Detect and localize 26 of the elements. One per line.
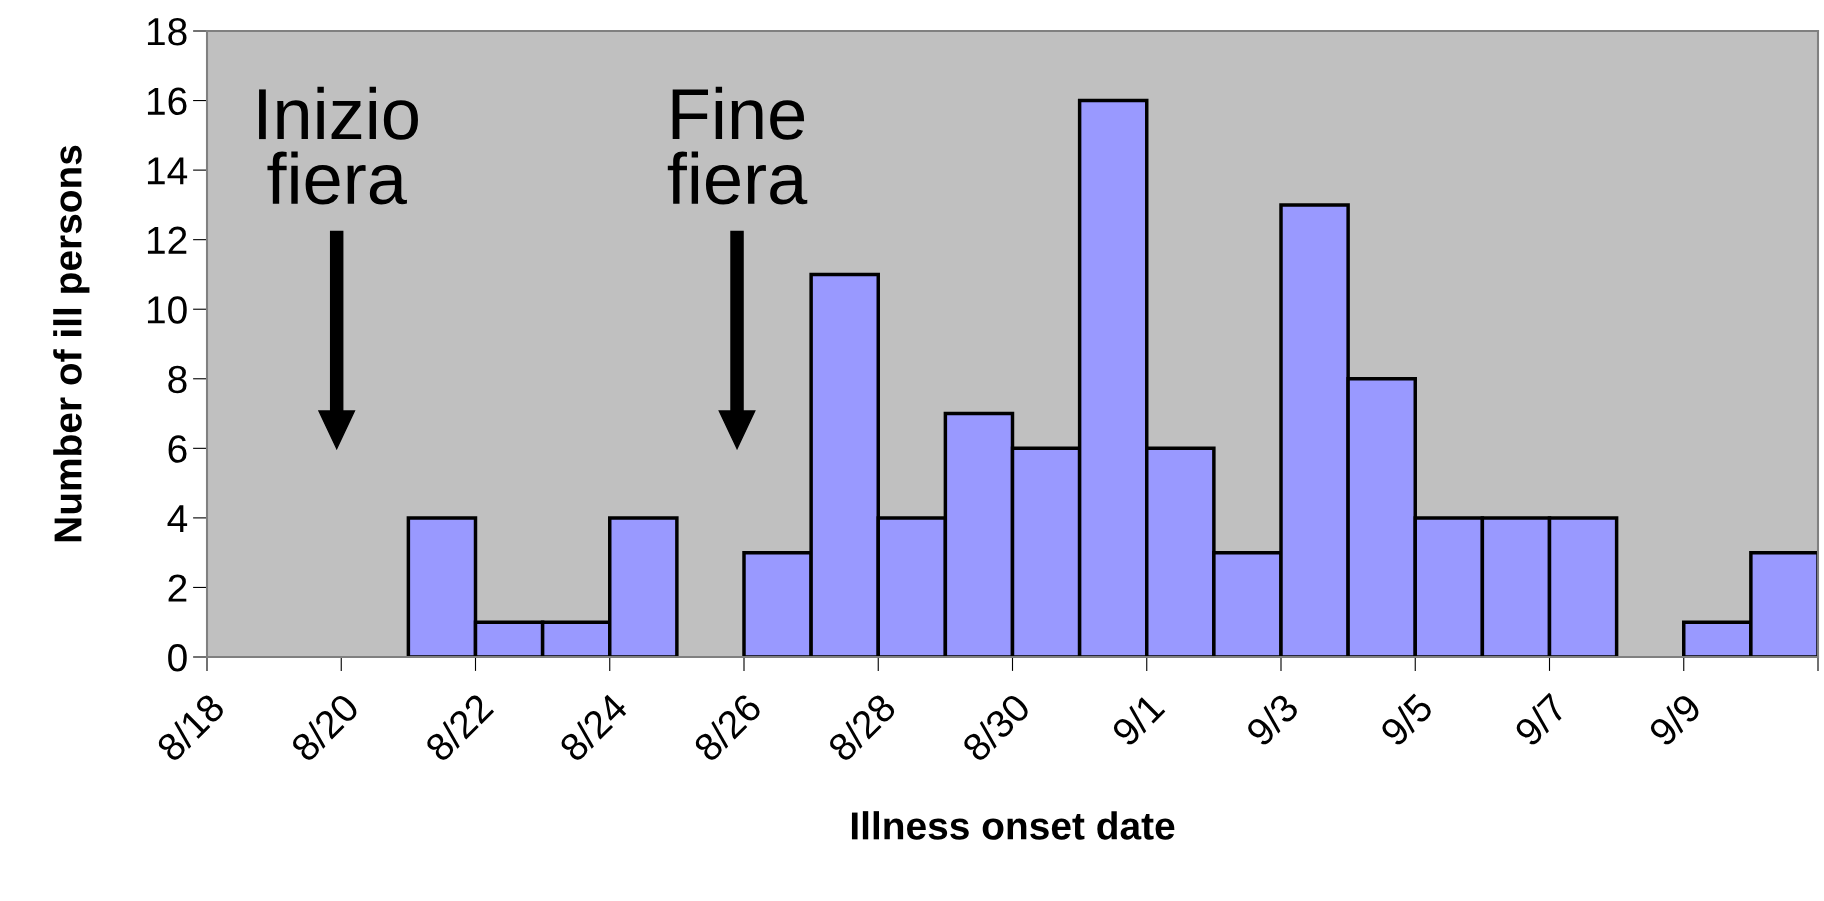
x-tick-label: 9/3 [1244,691,1300,748]
y-tick-label: 16 [147,87,187,116]
x-tick-label: 9/7 [1512,691,1569,748]
x-tick-label: 8/26 [691,691,763,763]
x-tick-label: 8/24 [557,691,630,763]
x-axis-title: Illness onset date [851,811,1175,840]
x-tick-label: 8/18 [154,691,227,763]
y-tick-label: 6 [168,435,187,463]
x-tick-label: 9/5 [1378,691,1435,748]
y-tick-label: 8 [168,365,187,394]
y-tick-label: 4 [167,505,188,532]
x-tick-label: 8/22 [423,691,495,763]
y-tick-label: 0 [168,643,187,672]
y-tick-label: 14 [147,157,188,185]
x-tick-label: 8/28 [825,691,898,763]
y-tick-label: 18 [147,17,187,46]
x-tick-label: 8/30 [960,691,1032,763]
x-tick-label: 8/20 [288,691,361,763]
x-tick-label: 9/9 [1646,691,1703,748]
annotation: Fine fiera [667,86,808,205]
y-tick-label: 2 [168,574,187,602]
y-tick-label: 12 [147,226,187,254]
x-tick-label: 9/1 [1109,691,1166,748]
annotation: Inizio fiera [259,86,418,205]
y-axis-title: Number of ill persons [53,145,90,542]
y-tick-label: 10 [147,296,187,324]
